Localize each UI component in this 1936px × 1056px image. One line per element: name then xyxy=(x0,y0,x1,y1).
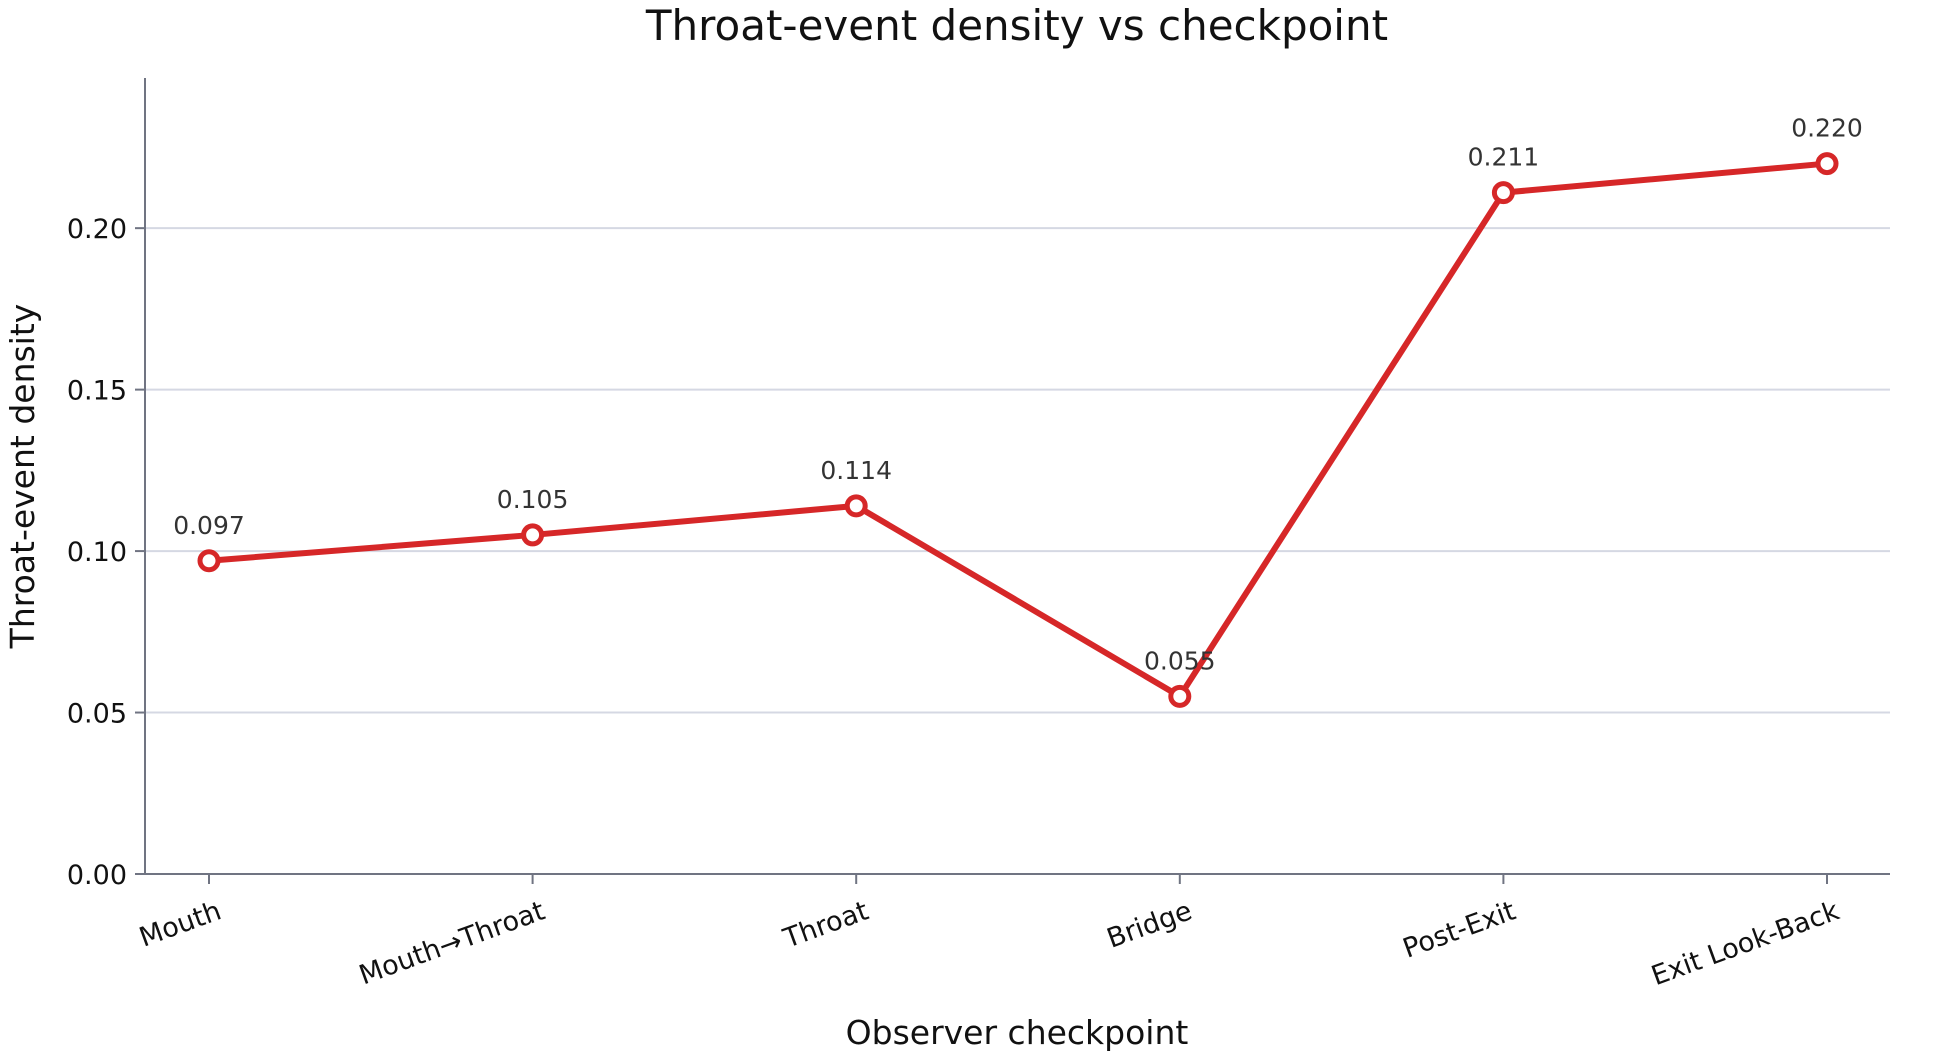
gridlines xyxy=(145,227,1890,714)
x-axis-ticks: Mouth Mouth→Throat Throat Bridge Post-Exit Ex… xyxy=(135,874,1844,992)
x-tick-label: Throat xyxy=(779,895,873,954)
x-axis-label: Observer checkpoint xyxy=(846,1013,1189,1052)
data-label: 0.211 xyxy=(1468,143,1540,172)
y-tick-label: 0.15 xyxy=(67,376,127,407)
data-point xyxy=(844,494,868,518)
x-tick-label: Bridge xyxy=(1103,895,1196,954)
data-label: 0.220 xyxy=(1791,114,1863,143)
y-tick-label: 0.10 xyxy=(67,537,127,568)
x-tick-label: Mouth xyxy=(135,895,225,953)
data-point xyxy=(1815,152,1839,176)
y-axis-ticks: 0.00 0.05 0.10 0.15 0.20 xyxy=(67,214,145,891)
y-tick-label: 0.00 xyxy=(67,860,127,891)
data-point xyxy=(1491,181,1515,205)
y-axis-label: Throat-event density xyxy=(3,304,42,650)
chart-title: Throat-event density vs checkpoint xyxy=(645,1,1388,50)
data-point xyxy=(197,549,221,573)
data-point xyxy=(521,523,545,547)
y-tick-label: 0.05 xyxy=(67,699,127,730)
series-layer: 0.097 0.105 0.114 0.055 0.211 0.220 xyxy=(173,114,1863,708)
data-label: 0.055 xyxy=(1144,646,1216,675)
x-tick-label: Exit Look-Back xyxy=(1647,895,1843,992)
x-tick-label: Post-Exit xyxy=(1399,895,1520,964)
series-line xyxy=(208,160,1828,700)
data-label: 0.105 xyxy=(497,485,569,514)
data-label: 0.097 xyxy=(173,511,245,540)
x-tick-label: Mouth→Throat xyxy=(355,895,549,991)
data-label: 0.114 xyxy=(820,456,892,485)
y-tick-label: 0.20 xyxy=(67,214,127,245)
data-point xyxy=(1168,684,1192,708)
